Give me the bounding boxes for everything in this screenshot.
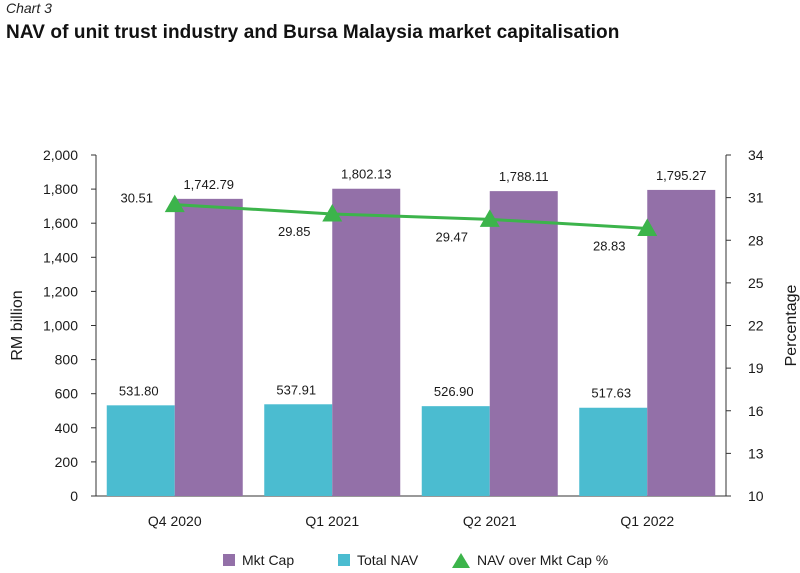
ratio-value-label: 30.51	[120, 191, 153, 206]
bars	[106, 188, 716, 497]
left-tick-label: 0	[70, 488, 78, 504]
ratio-value-label: 28.83	[593, 238, 626, 253]
x-tick-label: Q4 2020	[148, 513, 202, 529]
axes: 0 200 400 600 800 1,000 1,200 1,400 1,600 1,800 2,…	[9, 147, 800, 529]
mkt-cap-bar	[174, 198, 243, 496]
x-tick-label: Q1 2022	[620, 513, 674, 529]
total-nav-value-label: 526.90	[434, 384, 474, 399]
total-nav-value-label: 537.91	[276, 382, 316, 397]
left-tick-label: 600	[55, 386, 79, 402]
right-tick-label: 13	[748, 445, 764, 461]
ratio-value-label: 29.47	[435, 229, 468, 244]
right-tick-label: 28	[748, 232, 764, 248]
right-tick-label: 10	[748, 488, 764, 504]
left-tick-label: 2,000	[43, 147, 78, 163]
mkt-cap-value-label: 1,795.27	[656, 168, 707, 183]
right-tick-label: 22	[748, 318, 764, 334]
left-tick-label: 200	[55, 454, 79, 470]
triangle-marker-icon	[452, 552, 470, 568]
left-tick-label: 1,200	[43, 283, 78, 299]
chart-title: NAV of unit trust industry and Bursa Mal…	[6, 22, 620, 43]
chart-label: Chart 3	[6, 0, 52, 16]
mkt-cap-swatch-icon	[223, 554, 235, 566]
mkt-cap-value-label: 1,802.13	[341, 167, 392, 182]
left-tick-label: 1,400	[43, 249, 78, 265]
data-labels: 531.80 1,742.79 537.91 1,802.13 526.90 1,788.…	[119, 167, 707, 401]
x-tick-label: Q2 2021	[463, 513, 517, 529]
legend-item-mkt-cap: Mkt Cap	[223, 552, 294, 568]
right-tick-label: 19	[748, 360, 764, 376]
right-tick-label: 16	[748, 403, 764, 419]
total-nav-bar	[106, 405, 175, 496]
ratio-triangle-marker	[479, 209, 500, 227]
legend: Mkt Cap Total NAV NAV over Mkt Cap %	[0, 552, 800, 572]
mkt-cap-value-label: 1,742.79	[183, 177, 234, 192]
chart-plot: 0 200 400 600 800 1,000 1,200 1,400 1,600 1,800 2,…	[9, 147, 800, 529]
ratio-line	[164, 194, 658, 236]
ratio-line-path	[174, 203, 648, 230]
legend-label-total-nav: Total NAV	[357, 552, 419, 568]
mkt-cap-bar	[332, 188, 401, 497]
ratio-triangle-marker	[164, 194, 185, 213]
total-nav-swatch-icon	[338, 554, 350, 566]
left-tick-label: 1,800	[43, 181, 78, 197]
left-tick-label: 400	[55, 420, 79, 436]
y2-axis-title: Percentage	[783, 284, 800, 366]
right-tick-label: 34	[748, 147, 764, 163]
total-nav-value-label: 517.63	[591, 386, 631, 401]
legend-label-mkt-cap: Mkt Cap	[242, 552, 295, 568]
ratio-value-label: 29.85	[278, 224, 311, 239]
left-tick-label: 800	[55, 352, 79, 368]
x-tick-label: Q1 2021	[305, 513, 359, 529]
mkt-cap-bar	[647, 189, 716, 496]
ratio-triangle-marker	[322, 203, 343, 222]
ratio-triangle-marker	[637, 218, 658, 236]
left-tick-label: 1,000	[43, 318, 78, 334]
left-tick-label: 1,600	[43, 215, 78, 231]
total-nav-bar	[264, 404, 333, 496]
mkt-cap-value-label: 1,788.11	[499, 169, 549, 184]
total-nav-value-label: 531.80	[119, 383, 159, 398]
total-nav-bar	[421, 406, 490, 496]
right-tick-label: 25	[748, 275, 764, 291]
legend-item-total-nav: Total NAV	[338, 552, 418, 568]
y-axis-title: RM billion	[9, 290, 26, 360]
legend-item-ratio: NAV over Mkt Cap %	[452, 552, 608, 568]
right-tick-label: 31	[748, 190, 764, 206]
legend-label-ratio: NAV over Mkt Cap %	[477, 552, 609, 568]
total-nav-bar	[579, 407, 648, 496]
mkt-cap-bar	[489, 191, 558, 496]
